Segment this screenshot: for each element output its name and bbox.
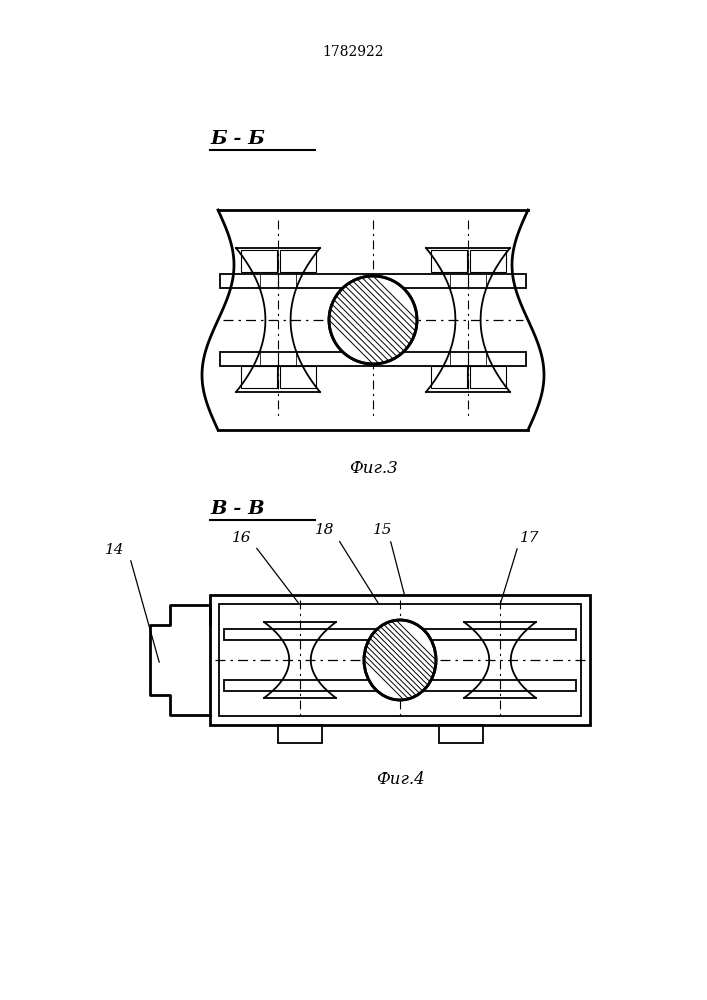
- Bar: [240, 250, 276, 272]
- Text: В - В: В - В: [210, 500, 264, 518]
- Bar: [278, 725, 322, 743]
- Text: 17: 17: [520, 531, 539, 545]
- Text: 18: 18: [315, 523, 334, 537]
- Bar: [439, 725, 483, 743]
- Bar: [469, 250, 506, 272]
- Bar: [224, 629, 576, 640]
- Text: Б - Б: Б - Б: [210, 130, 265, 148]
- Text: Фиг.4: Фиг.4: [375, 771, 424, 788]
- Circle shape: [329, 276, 417, 364]
- Text: 1782922: 1782922: [322, 45, 384, 59]
- Bar: [210, 595, 590, 725]
- Bar: [220, 274, 526, 288]
- Bar: [224, 680, 576, 691]
- Bar: [220, 352, 526, 366]
- Bar: [431, 250, 467, 272]
- Bar: [431, 366, 467, 388]
- Text: Фиг.3: Фиг.3: [349, 460, 397, 477]
- Bar: [240, 366, 276, 388]
- Text: 15: 15: [373, 523, 393, 537]
- Bar: [219, 604, 581, 716]
- Bar: [279, 250, 315, 272]
- Text: 16: 16: [233, 531, 252, 545]
- Bar: [469, 366, 506, 388]
- Bar: [279, 366, 315, 388]
- Ellipse shape: [364, 620, 436, 700]
- Text: 14: 14: [105, 543, 124, 557]
